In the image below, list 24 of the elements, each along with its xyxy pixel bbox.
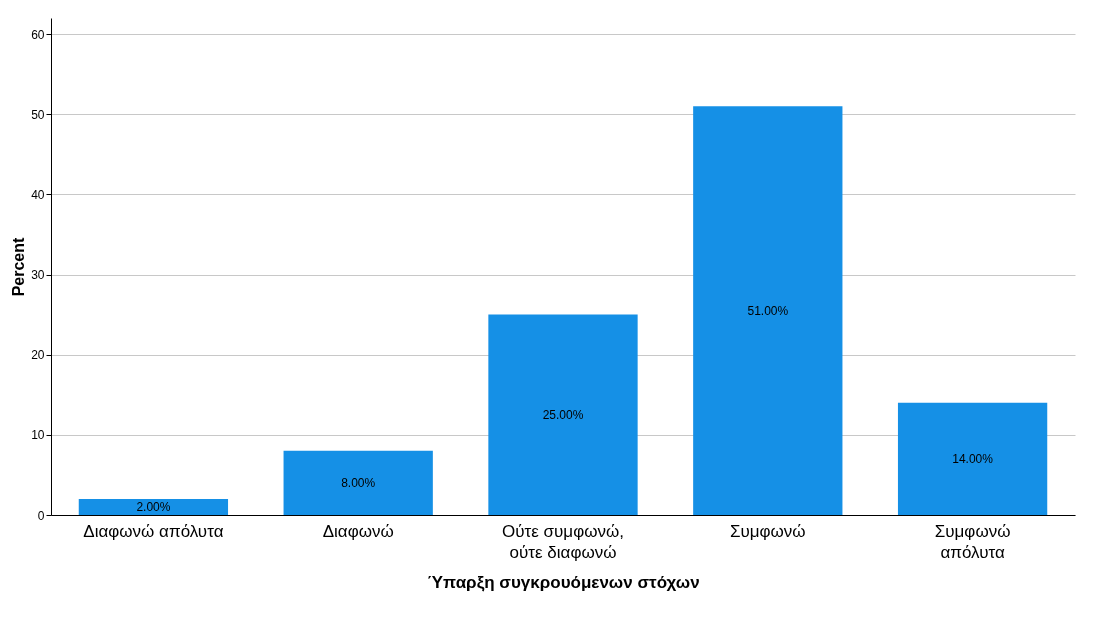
y-tick-label: 0 bbox=[37, 508, 45, 523]
bar bbox=[283, 450, 433, 515]
y-tick-label: 20 bbox=[31, 348, 45, 363]
data-label: 25.00% bbox=[542, 407, 584, 422]
y-tick-label: 60 bbox=[31, 27, 45, 42]
data-label: 51.00% bbox=[747, 303, 789, 318]
y-tick-label: 40 bbox=[31, 187, 45, 202]
bar bbox=[897, 402, 1048, 515]
x-tick-label: Συμφωνώ bbox=[729, 521, 806, 541]
data-label: 8.00% bbox=[341, 475, 376, 490]
x-tick-label: Ούτε συμφωνώ, ούτε διαφωνώ bbox=[502, 521, 624, 562]
x-tick-label: Διαφωνώ απόλυτα bbox=[83, 521, 224, 541]
x-axis-title: Ύπαρξη συγκρουόμενων στόχων bbox=[427, 572, 700, 592]
y-tick-label: 30 bbox=[31, 268, 45, 283]
bar bbox=[78, 498, 229, 515]
y-tick-label: 10 bbox=[31, 428, 45, 443]
bar bbox=[488, 314, 638, 515]
x-tick-label: Συμφωνώ απόλυτα bbox=[934, 521, 1011, 562]
data-label: 14.00% bbox=[952, 451, 994, 466]
bar bbox=[693, 106, 843, 515]
y-tick-label: 50 bbox=[31, 107, 45, 122]
x-tick-label: Διαφωνώ bbox=[322, 521, 394, 541]
y-axis-title: Percent bbox=[10, 236, 28, 297]
data-label: 2.00% bbox=[136, 499, 171, 514]
